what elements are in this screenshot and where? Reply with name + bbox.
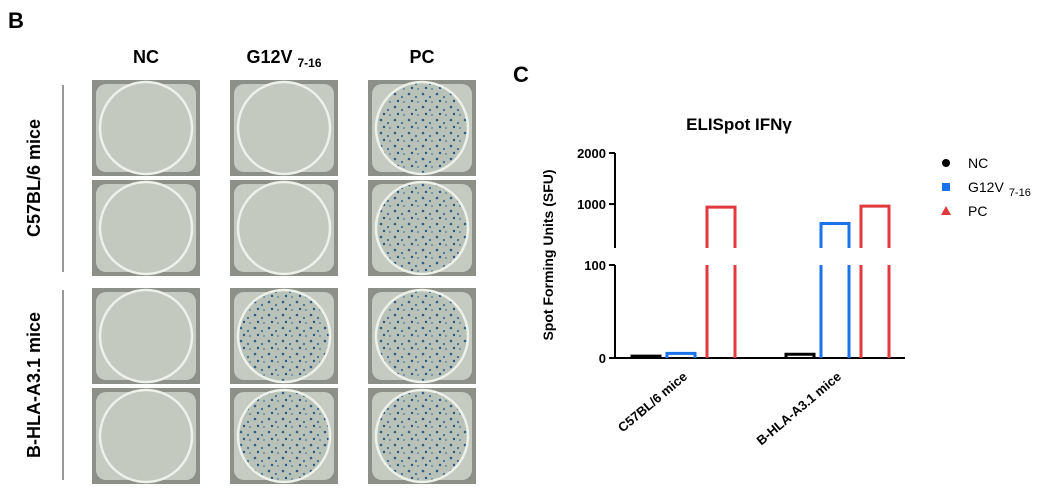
well (236, 388, 332, 484)
panel-label: C (513, 62, 529, 87)
chart-title: ELISpot IFNγ (686, 115, 792, 134)
column-name: PC (409, 47, 434, 67)
column-label: PC (409, 47, 434, 67)
legend-label: NC (968, 155, 988, 171)
column-name: NC (133, 47, 159, 67)
legend-label: G12V 7-16 (968, 179, 1031, 199)
row-label: B-HLA-A3.1 mice (24, 312, 44, 458)
x-tick-label: C57BL/6 mice (615, 369, 690, 435)
y-tick-label: 100 (584, 258, 606, 273)
row-label: C57BL/6 mice (24, 119, 44, 237)
bar (665, 351, 697, 358)
chart: C ELISpot IFNγ Spot Forming Units (SFU) 0 10… (513, 62, 1031, 448)
y-axis-label: Spot Forming Units (SFU) (540, 169, 556, 340)
legend-subscript: 7-16 (1009, 187, 1031, 199)
well (98, 80, 194, 176)
well (374, 288, 470, 384)
bar (859, 204, 891, 358)
panel-label: B (8, 8, 24, 33)
well (374, 80, 470, 176)
well (374, 180, 470, 276)
well (236, 288, 332, 384)
well-grid: NC G12V 7-16 PC (92, 47, 476, 484)
y-tick-label: 2000 (577, 146, 606, 161)
legend-name: G12V (968, 179, 1004, 195)
well (98, 180, 194, 276)
bar (630, 354, 662, 358)
bar (705, 205, 737, 358)
well (374, 388, 470, 484)
bar (784, 352, 816, 358)
legend-marker (942, 159, 950, 167)
column-name: G12V (246, 47, 292, 67)
legend-name: NC (968, 155, 988, 171)
well (98, 388, 194, 484)
legend-name: PC (968, 203, 987, 219)
legend-marker (941, 206, 951, 215)
column-subscript: 7-16 (298, 56, 322, 70)
column-label: G12V 7-16 (246, 47, 321, 70)
well (236, 180, 332, 276)
legend-marker (942, 183, 950, 191)
bar (819, 221, 851, 358)
x-tick-label: B-HLA-A3.1 mice (753, 369, 843, 448)
well (236, 80, 332, 176)
well (98, 288, 194, 384)
y-tick-label: 0 (599, 351, 606, 366)
legend-label: PC (968, 203, 987, 219)
column-label: NC (133, 47, 159, 67)
y-tick-label: 1000 (577, 197, 606, 212)
